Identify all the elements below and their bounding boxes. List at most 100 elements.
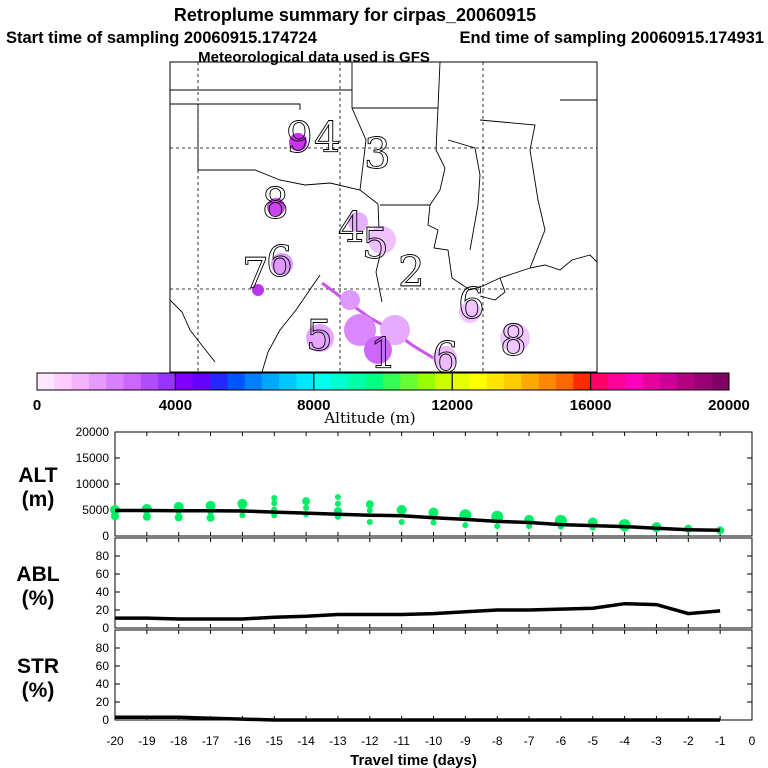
colorbar-swatch bbox=[556, 373, 574, 390]
x-tick-label: -15 bbox=[266, 734, 284, 748]
colorbar-swatch bbox=[400, 373, 419, 390]
panel-label-unit: (%) bbox=[22, 587, 55, 610]
colorbar-swatch bbox=[486, 373, 505, 390]
colorbar-swatch bbox=[158, 373, 176, 390]
day-label: 4 bbox=[338, 203, 365, 252]
colorbar-tick-label: 12000 bbox=[431, 397, 473, 414]
y-tick-label: 80 bbox=[96, 641, 110, 655]
time-series-panels: 05000100001500020000ALT(m)020406080ABL(%… bbox=[16, 425, 755, 768]
day-label: 4 bbox=[314, 113, 341, 162]
colorbar-swatch bbox=[590, 373, 609, 390]
x-tick-label: -18 bbox=[170, 734, 188, 748]
x-tick-label: -7 bbox=[524, 734, 535, 748]
altitude-point bbox=[142, 512, 151, 521]
panel-label-unit: (%) bbox=[22, 679, 55, 702]
y-tick-label: 40 bbox=[96, 585, 110, 599]
colorbar-swatch bbox=[521, 373, 540, 390]
colorbar-swatch bbox=[261, 373, 280, 390]
day-label: 8 bbox=[500, 316, 527, 365]
x-tick-label: 0 bbox=[749, 734, 756, 748]
colorbar-tick-label: 0 bbox=[33, 397, 41, 414]
colorbar-tick-label: 8000 bbox=[297, 397, 330, 414]
plume-blob bbox=[306, 324, 334, 352]
altitude-point bbox=[334, 500, 341, 507]
altitude-point bbox=[334, 494, 341, 500]
day-label: 5 bbox=[306, 311, 333, 360]
colorbar-swatch bbox=[54, 373, 73, 390]
altitude-point bbox=[237, 498, 248, 509]
colorbar-swatch bbox=[504, 373, 522, 390]
end-time-label: End time of sampling 20060915.174931 bbox=[460, 29, 765, 47]
x-tick-label: -16 bbox=[234, 734, 252, 748]
plume-blob bbox=[344, 314, 376, 346]
colorbar-swatch bbox=[123, 373, 142, 390]
colorbar-swatch bbox=[469, 373, 488, 390]
start-time-label: Start time of sampling 20060915.174724 bbox=[6, 29, 318, 47]
plume-blob bbox=[459, 301, 481, 323]
panel-label: ALT bbox=[18, 464, 57, 487]
x-tick-label: -13 bbox=[329, 734, 347, 748]
altitude-point bbox=[303, 504, 310, 511]
colorbar-swatch bbox=[383, 373, 401, 390]
met-data-label: Meteorological data used is GFS bbox=[198, 49, 430, 66]
map-frame bbox=[169, 61, 598, 373]
plume-blob bbox=[267, 198, 285, 216]
altitude-point bbox=[302, 497, 311, 506]
colorbar-swatch bbox=[37, 373, 55, 390]
altitude-mean-line bbox=[115, 508, 721, 533]
plume-blob bbox=[271, 253, 293, 275]
y-tick-label: 15000 bbox=[76, 451, 110, 465]
altitude-point bbox=[716, 526, 725, 535]
plume-blobs bbox=[252, 133, 530, 370]
panel-label-unit: (m) bbox=[22, 488, 55, 511]
x-tick-label: -5 bbox=[587, 734, 598, 748]
plume-blob bbox=[348, 212, 368, 232]
day-label: 6 bbox=[266, 237, 293, 286]
colorbar-swatch bbox=[210, 373, 228, 390]
altitude-point bbox=[526, 523, 533, 530]
colorbar-tick-label: 20000 bbox=[708, 397, 750, 414]
day-label: 2 bbox=[398, 247, 425, 296]
colorbar-swatch bbox=[538, 373, 557, 390]
x-tick-label: -10 bbox=[425, 734, 443, 748]
figure-title: Retroplume summary for cirpas_20060915 bbox=[174, 5, 536, 25]
y-tick-label: 10000 bbox=[76, 477, 110, 491]
colorbar-swatch bbox=[140, 373, 159, 390]
altitude-point bbox=[111, 512, 119, 521]
altitude-point bbox=[174, 513, 183, 522]
abl-line bbox=[115, 601, 721, 621]
y-tick-label: 0 bbox=[102, 713, 109, 727]
plume-blob bbox=[289, 133, 307, 151]
colorbar-tick-label: 16000 bbox=[570, 397, 612, 414]
altitude-point bbox=[428, 507, 439, 518]
x-tick-label: -6 bbox=[556, 734, 567, 748]
map-graticule bbox=[170, 62, 597, 372]
colorbar-swatch bbox=[625, 373, 643, 390]
x-tick-label: -11 bbox=[393, 734, 410, 748]
y-tick-label: 20 bbox=[96, 603, 110, 617]
altitude-point bbox=[396, 505, 407, 515]
colorbar-swatch bbox=[175, 373, 194, 390]
colorbar-swatch bbox=[192, 373, 211, 390]
day-label: 3 bbox=[364, 129, 391, 178]
panel-alt: 0 5000 10000 15000 20000 ALT(m) bbox=[18, 425, 753, 543]
colorbar-swatch bbox=[711, 373, 730, 390]
altitude-point bbox=[365, 500, 374, 509]
day-label: 1 bbox=[370, 329, 397, 378]
colorbar-swatch bbox=[607, 373, 626, 390]
colorbar-swatch bbox=[348, 373, 367, 390]
panel-label: STR bbox=[17, 655, 59, 678]
altitude-point bbox=[494, 523, 501, 530]
colorbar-swatch bbox=[417, 373, 436, 390]
day-label: 8 bbox=[262, 179, 289, 228]
y-tick-label: 0 bbox=[102, 621, 109, 635]
altitude-point bbox=[206, 513, 215, 522]
y-tick-label: 5000 bbox=[82, 503, 109, 517]
altitude-point bbox=[239, 512, 246, 519]
y-tick-label: 60 bbox=[96, 567, 110, 581]
colorbar-swatch bbox=[365, 373, 384, 390]
y-tick-label: 0 bbox=[102, 529, 109, 543]
colorbar-swatch bbox=[694, 373, 713, 390]
plume-blob bbox=[364, 336, 392, 364]
